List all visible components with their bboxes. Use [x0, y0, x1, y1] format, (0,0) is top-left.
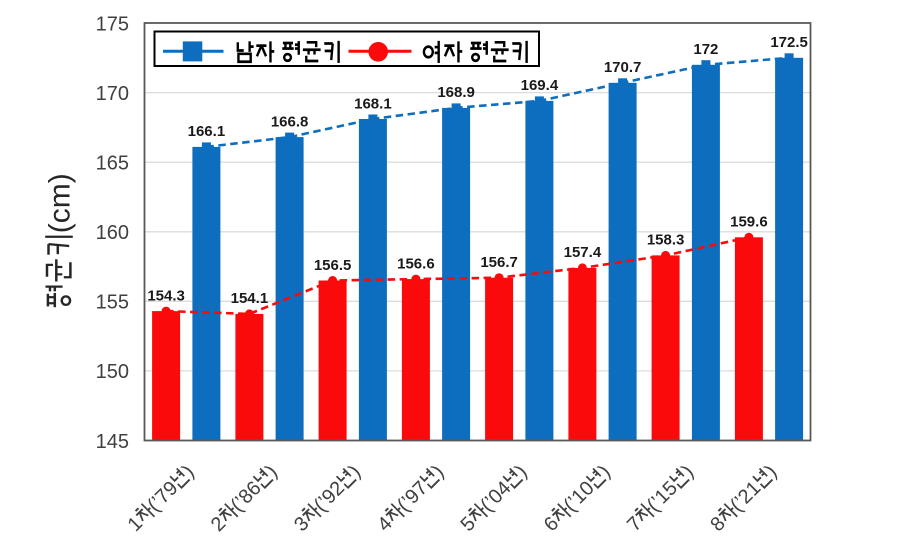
svg-text:157.4: 157.4 — [564, 244, 602, 261]
svg-text:156.5: 156.5 — [314, 257, 352, 274]
svg-text:154.1: 154.1 — [231, 290, 269, 307]
svg-text:165: 165 — [96, 153, 129, 175]
svg-text:168.9: 168.9 — [437, 84, 475, 101]
svg-text:170.7: 170.7 — [604, 59, 642, 76]
svg-text:150: 150 — [96, 361, 129, 383]
svg-text:159.6: 159.6 — [730, 214, 768, 231]
svg-text:166.8: 166.8 — [271, 113, 309, 130]
svg-text:154.3: 154.3 — [147, 287, 185, 304]
svg-text:160: 160 — [96, 222, 129, 244]
svg-text:169.4: 169.4 — [521, 77, 559, 94]
svg-text:172: 172 — [693, 41, 718, 58]
svg-text:168.1: 168.1 — [354, 95, 392, 112]
svg-text:158.3: 158.3 — [647, 232, 685, 249]
svg-text:175: 175 — [96, 13, 129, 35]
svg-text:156.7: 156.7 — [480, 254, 518, 271]
svg-text:172.5: 172.5 — [770, 34, 808, 51]
svg-text:145: 145 — [96, 431, 129, 453]
svg-text:155: 155 — [96, 292, 129, 314]
svg-text:(cm): (cm) — [44, 173, 77, 233]
svg-text:166.1: 166.1 — [188, 123, 226, 140]
svg-text:156.6: 156.6 — [397, 255, 435, 272]
svg-text:170: 170 — [96, 83, 129, 105]
